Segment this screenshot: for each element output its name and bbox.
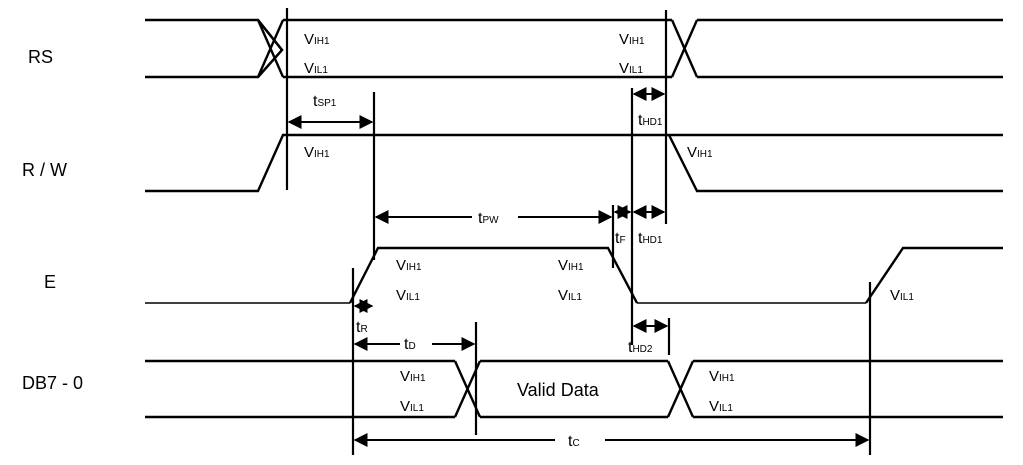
level-label: VIL1: [396, 287, 420, 304]
signal-label-rs: RS: [28, 47, 53, 67]
signal-label-e: E: [44, 272, 56, 292]
level-label: VIH1: [400, 368, 426, 385]
level-label: VIL1: [304, 60, 328, 77]
rw-waveform: [145, 133, 1003, 193]
level-label: VIL1: [400, 398, 424, 415]
level-label: VIH1: [304, 144, 330, 161]
rs-waveform: [145, 18, 1003, 79]
level-label: VIH1: [396, 257, 422, 274]
level-label: VIH1: [304, 31, 330, 48]
level-label: VIH1: [709, 368, 735, 385]
timing-labels: tSP1 tHD1 tPW tF tHD1 tR tD tHD2 tC: [313, 93, 663, 450]
timing-label-tf: tF: [615, 230, 626, 247]
timing-label-thd2: tHD2: [628, 339, 653, 356]
timing-label-td: tD: [404, 336, 416, 353]
level-label: VIL1: [619, 60, 643, 77]
reference-lines: [285, 8, 872, 455]
level-label: VIH1: [687, 144, 713, 161]
dimension-arrows: [287, 87, 870, 447]
level-label: VIH1: [619, 31, 645, 48]
valid-data-label: Valid Data: [517, 380, 600, 400]
level-labels: VIH1 VIL1 VIH1 VIL1 VIH1 VIH1 VIH1 VIL1 …: [304, 31, 914, 415]
level-label: VIL1: [709, 398, 733, 415]
level-label: VIL1: [558, 287, 582, 304]
db-waveform: [145, 359, 1003, 419]
timing-label-thd1-rs: tHD1: [638, 112, 663, 129]
timing-label-tr: tR: [356, 319, 368, 336]
timing-label-tc: tC: [568, 433, 580, 450]
e-waveform: [145, 246, 1003, 304]
timing-label-thd1-rw: tHD1: [638, 230, 663, 247]
timing-label-tpw: tPW: [478, 210, 499, 227]
timing-label-tsp1: tSP1: [313, 93, 337, 110]
level-label: VIH1: [558, 257, 584, 274]
level-label: VIL1: [890, 287, 914, 304]
signal-label-db: DB7 - 0: [22, 373, 83, 393]
signal-label-rw: R / W: [22, 160, 67, 180]
